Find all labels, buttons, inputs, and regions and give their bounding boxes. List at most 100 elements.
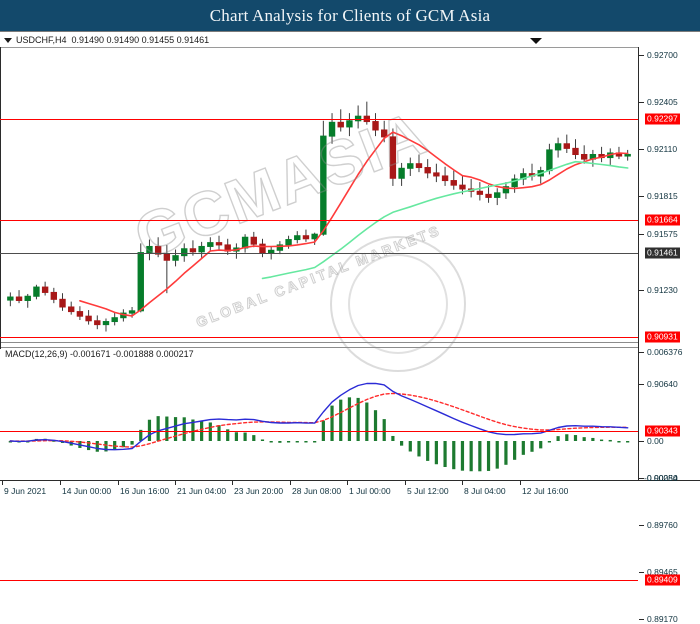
macd-indicator-label: MACD(12,26,9) -0.001671 -0.001888 0.0002… (5, 349, 194, 359)
time-axis-label: 16 Jun 16:00 (120, 486, 170, 496)
candle-body (433, 172, 440, 177)
candle-body (68, 306, 75, 313)
macd-histogram-bar (547, 441, 552, 443)
candle-body (172, 255, 179, 261)
macd-histogram-bar (295, 441, 299, 443)
macd-axis-tick (639, 441, 644, 442)
candle-body (302, 235, 310, 240)
candle-body (137, 252, 144, 312)
time-axis-label: 5 Jul 12:00 (407, 486, 449, 496)
candle-body (381, 129, 388, 138)
time-axis-label: 21 Jun 04:00 (177, 486, 227, 496)
macd-axis-tick (639, 352, 644, 353)
price-axis-tick (639, 55, 644, 56)
support-resistance-line[interactable] (0, 119, 638, 120)
macd-histogram-bar (156, 416, 160, 441)
candle-body (294, 235, 301, 241)
macd-histogram-bar (539, 441, 543, 449)
candle-body (624, 153, 631, 157)
price-axis-tick (639, 572, 644, 573)
macd-histogram-bar (626, 441, 630, 443)
candle-body (363, 115, 371, 123)
macd-histogram-bar (617, 441, 621, 443)
candle-body (50, 291, 58, 300)
time-axis-label: 12 Jul 16:00 (522, 486, 569, 496)
candle-body (424, 167, 431, 174)
candle-body (146, 245, 153, 254)
macd-histogram-bar (573, 435, 578, 441)
title-bar: Chart Analysis for Clients of GCM Asia (0, 0, 700, 31)
price-axis-tick (639, 102, 644, 103)
candle-body (181, 248, 188, 257)
support-resistance-line[interactable] (0, 337, 638, 338)
support-resistance-line[interactable] (0, 580, 638, 581)
time-axis-label: 14 Jun 00:00 (62, 486, 112, 496)
macd-histogram-bar (8, 441, 12, 443)
support-resistance-line[interactable] (0, 220, 638, 221)
price-axis-label: 0.91815 (647, 191, 678, 201)
price-axis-label: 0.92110 (647, 144, 678, 154)
macd-axis-label: 0.00 (647, 436, 664, 446)
macd-histogram-bar (95, 441, 99, 452)
macd-histogram-bar (513, 441, 517, 460)
candle-body (337, 121, 344, 128)
time-axis-tick (347, 481, 348, 485)
support-resistance-line[interactable] (0, 431, 638, 432)
candle-body (563, 143, 570, 149)
macd-histogram-bar (599, 439, 604, 442)
bottom-axis-line (0, 480, 700, 481)
page-title: Chart Analysis for Clients of GCM Asia (209, 6, 491, 25)
macd-histogram-bar (452, 441, 456, 470)
current-price-tag[interactable]: 0.91461 (645, 247, 680, 259)
macd-histogram-bar (286, 441, 291, 443)
price-axis-tick (639, 234, 644, 235)
macd-axis-label: 0.006376 (647, 347, 683, 357)
symbol-label: USDCHF,H4 (16, 35, 67, 45)
candle-body (554, 143, 562, 151)
macd-histogram-bar (530, 441, 534, 452)
candle-body (494, 192, 501, 198)
level-price-tag[interactable]: 0.91664 (645, 214, 680, 226)
macd-histogram-bar (434, 441, 438, 465)
macd-panel[interactable] (0, 349, 638, 480)
macd-histogram-bar (182, 417, 186, 441)
macd-histogram-bar (443, 441, 447, 468)
time-axis-label: 1 Jul 00:00 (349, 486, 391, 496)
price-axis-label: 0.89170 (647, 614, 678, 624)
price-axis-line (638, 47, 639, 480)
macd-histogram-bar (373, 410, 378, 441)
level-price-tag[interactable]: 0.90343 (645, 425, 680, 437)
price-axis-label: 0.90050 (647, 473, 678, 483)
current-price-line[interactable] (0, 253, 638, 254)
left-axis-line (0, 47, 1, 480)
macd-histogram-bar (278, 441, 282, 443)
macd-histogram-bar (269, 441, 273, 443)
level-price-tag[interactable]: 0.89409 (645, 574, 680, 586)
level-price-tag[interactable]: 0.92297 (645, 113, 680, 125)
time-axis[interactable]: 9 Jun 2021 14 Jun 00:00 16 Jun 16:00 21 Jun… (0, 481, 700, 500)
price-axis[interactable]: 0.92700 0.92405 0.92110 0.91815 0.91575 0.912… (639, 47, 700, 624)
candle-body (328, 121, 336, 137)
level-price-tag[interactable]: 0.90931 (645, 331, 680, 343)
candle-body (407, 163, 414, 169)
chevron-down-icon[interactable] (4, 37, 12, 43)
macd-histogram-bar (321, 420, 325, 441)
price-axis-tick (639, 290, 644, 291)
time-axis-tick (290, 481, 291, 485)
macd-histogram-bar (608, 439, 612, 442)
candle-body (111, 317, 118, 323)
price-axis-label: 0.89760 (647, 520, 678, 530)
macd-histogram-bar (226, 429, 230, 441)
time-axis-tick (462, 481, 463, 485)
candle-body (189, 248, 197, 253)
symbol-info-bar: USDCHF,H4 0.91490 0.91490 0.91455 0.91461 (0, 31, 700, 48)
candle-body (250, 236, 257, 245)
candle-body (7, 296, 14, 301)
panel-separator (0, 342, 638, 343)
candle-body (207, 242, 214, 247)
candle-body (33, 286, 40, 297)
price-chart-panel[interactable] (0, 47, 638, 343)
price-axis-label: 0.91230 (647, 285, 678, 295)
time-axis-tick (118, 481, 119, 485)
